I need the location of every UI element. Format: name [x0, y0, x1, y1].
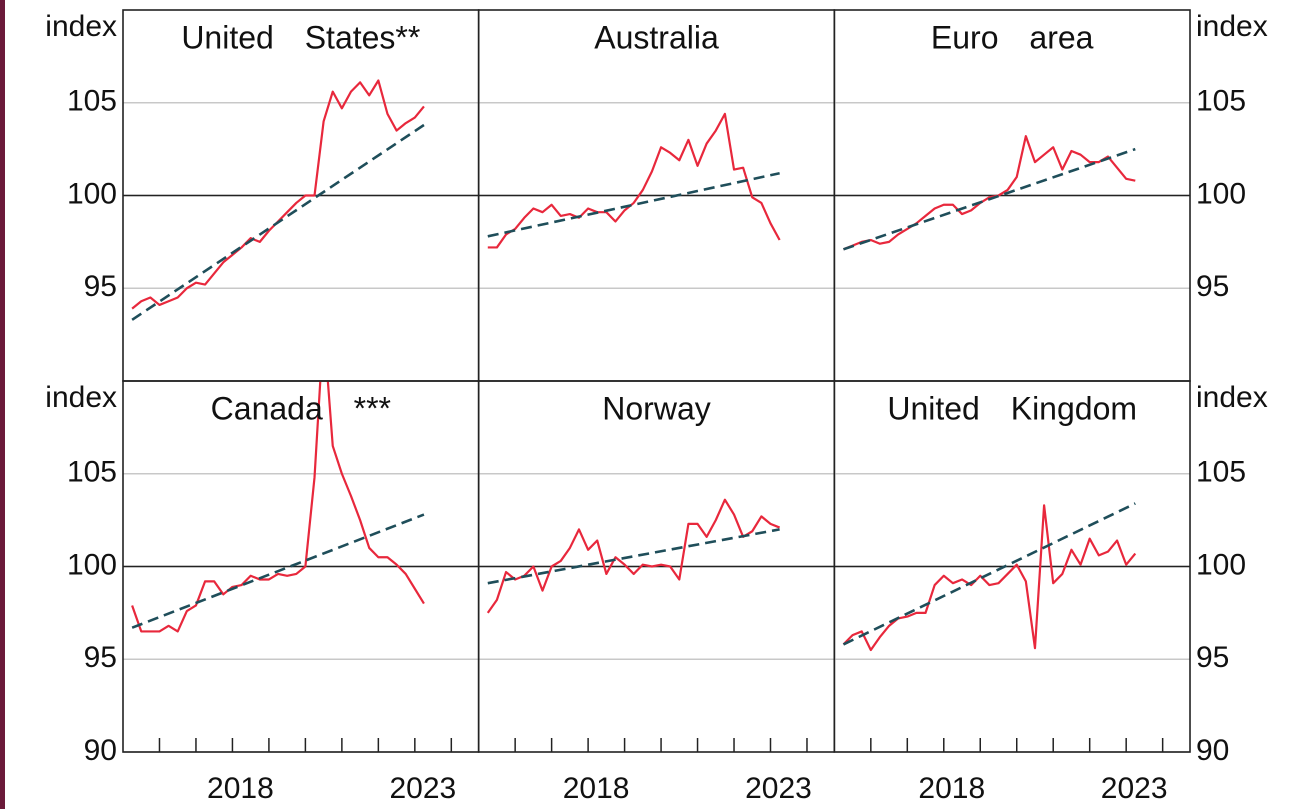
y-tick-label: 105 — [1196, 85, 1246, 118]
y-tick-label: 100 — [67, 548, 117, 581]
panel-title: United Kingdom — [887, 390, 1137, 426]
y-tick-label: 90 — [1196, 734, 1229, 767]
y-axis-label: index — [45, 10, 117, 43]
panel-title: Australia — [594, 19, 719, 55]
trend-line — [131, 123, 425, 321]
y-tick-label: 95 — [84, 641, 117, 674]
data-line — [486, 498, 781, 614]
trend-line — [487, 171, 780, 238]
data-line — [131, 79, 425, 310]
trend-line — [843, 147, 1136, 251]
y-tick-label: 105 — [67, 85, 117, 118]
y-axis-label: index — [1196, 10, 1268, 43]
panel-title: Norway — [602, 390, 710, 426]
y-tick-label: 105 — [1196, 456, 1246, 489]
panel-title: Euro area — [931, 19, 1094, 55]
data-line — [843, 135, 1136, 251]
panel-title: United States** — [181, 19, 420, 55]
panel-frame — [833, 380, 1191, 753]
x-tick-label: 2018 — [918, 772, 985, 805]
x-tick-label: 2018 — [207, 772, 274, 805]
x-tick-label: 2023 — [745, 772, 812, 805]
data-line — [131, 381, 425, 633]
y-tick-label: 100 — [1196, 177, 1246, 210]
x-tick-label: 2023 — [1101, 772, 1168, 805]
x-tick-label: 2023 — [389, 772, 456, 805]
y-axis-label: index — [1196, 381, 1268, 414]
y-tick-label: 95 — [1196, 270, 1229, 303]
y-tick-label: 105 — [67, 456, 117, 489]
y-tick-label: 100 — [67, 177, 117, 210]
data-line — [842, 504, 1137, 652]
y-tick-label: 90 — [84, 734, 117, 767]
trend-line — [487, 528, 780, 585]
side-strip — [0, 0, 5, 809]
data-line — [487, 112, 781, 249]
trend-line — [842, 502, 1136, 646]
trend-line — [131, 513, 425, 629]
y-tick-label: 95 — [1196, 641, 1229, 674]
y-tick-label: 100 — [1196, 548, 1246, 581]
y-tick-label: 95 — [84, 270, 117, 303]
y-axis-label: index — [45, 381, 117, 414]
x-tick-label: 2018 — [563, 772, 630, 805]
panel-title: Canada *** — [211, 390, 391, 426]
